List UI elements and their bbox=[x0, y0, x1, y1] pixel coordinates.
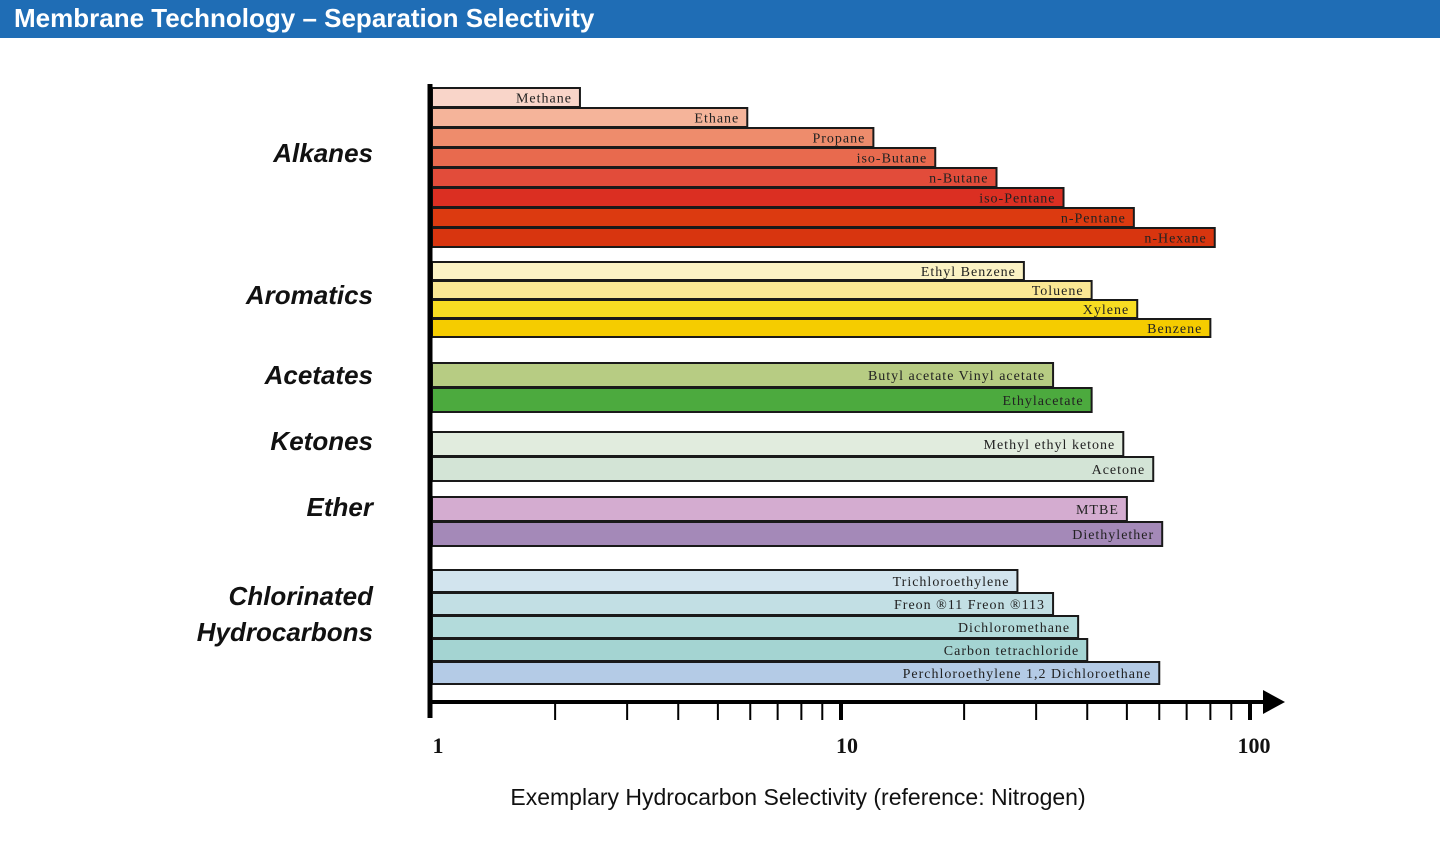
title-bar: Membrane Technology – Separation Selecti… bbox=[0, 0, 1440, 38]
bar-label-methane: Methane bbox=[516, 92, 572, 107]
bar-ethylacetate bbox=[431, 387, 1093, 413]
x-tick-label-1: 1 bbox=[433, 733, 444, 758]
bar-label-iso-butane: iso-Butane bbox=[857, 152, 928, 167]
bar-label-carbon-tetrachloride: Carbon tetrachloride bbox=[944, 644, 1079, 659]
group-label-chlorinated-hydrocarbons-2: Hydrocarbons bbox=[197, 617, 373, 647]
bar-label-n-butane: n-Butane bbox=[929, 172, 988, 187]
bar-label-diethylether: Diethylether bbox=[1072, 528, 1154, 543]
bar-benzene bbox=[431, 318, 1212, 338]
group-label-acetates: Acetates bbox=[264, 360, 373, 390]
group-label-ether: Ether bbox=[307, 492, 375, 522]
page-title: Membrane Technology – Separation Selecti… bbox=[14, 3, 595, 33]
bar-label-iso-pentane: iso-Pentane bbox=[979, 192, 1055, 207]
bar-label-butyl-acetate-vinyl-acetate: Butyl acetate Vinyl acetate bbox=[868, 369, 1045, 384]
bar-label-ethyl-benzene: Ethyl Benzene bbox=[921, 265, 1016, 280]
x-axis-title: Exemplary Hydrocarbon Selectivity (refer… bbox=[510, 784, 1085, 810]
bar-label-freon-11-freon-113: Freon ®11 Freon ®113 bbox=[894, 598, 1045, 613]
bar-iso-pentane bbox=[431, 187, 1065, 208]
x-tick-label-10: 10 bbox=[836, 733, 858, 758]
group-label-alkanes: Alkanes bbox=[272, 138, 373, 168]
bar-label-propane: Propane bbox=[812, 132, 865, 147]
bar-label-mtbe: MTBE bbox=[1076, 503, 1119, 518]
bar-acetone bbox=[431, 456, 1155, 482]
x-axis-arrow bbox=[1263, 690, 1285, 714]
x-tick-label-100: 100 bbox=[1238, 733, 1271, 758]
bar-label-methyl-ethyl-ketone: Methyl ethyl ketone bbox=[984, 438, 1116, 453]
bar-n-pentane bbox=[431, 207, 1135, 228]
group-label-ketones: Ketones bbox=[270, 426, 373, 456]
bar-diethylether bbox=[431, 521, 1164, 547]
bar-n-butane bbox=[431, 167, 998, 188]
bar-label-n-pentane: n-Pentane bbox=[1061, 212, 1126, 227]
bar-label-ethylacetate: Ethylacetate bbox=[1002, 394, 1083, 409]
bar-xylene bbox=[431, 299, 1139, 319]
bar-label-trichloroethylene: Trichloroethylene bbox=[893, 575, 1010, 590]
bar-propane bbox=[431, 127, 875, 148]
group-label-chlorinated-hydrocarbons-1: Chlorinated bbox=[229, 581, 375, 611]
bar-label-acetone: Acetone bbox=[1092, 463, 1146, 478]
bar-toluene bbox=[431, 280, 1093, 300]
bar-label-n-hexane: n-Hexane bbox=[1144, 232, 1206, 247]
bar-label-toluene: Toluene bbox=[1032, 284, 1084, 299]
bar-n-hexane bbox=[431, 227, 1216, 248]
bar-label-benzene: Benzene bbox=[1147, 322, 1202, 337]
bar-label-ethane: Ethane bbox=[694, 112, 739, 127]
bar-label-dichloromethane: Dichloromethane bbox=[958, 621, 1070, 636]
bar-methyl-ethyl-ketone bbox=[431, 431, 1125, 457]
bar-label-xylene: Xylene bbox=[1083, 303, 1129, 318]
bar-butyl-acetate-vinyl-acetate bbox=[431, 362, 1055, 388]
bar-label-perchloroethylene-1-2-dichloroethane: Perchloroethylene 1,2 Dichloroethane bbox=[903, 667, 1152, 682]
group-label-aromatics: Aromatics bbox=[245, 280, 373, 310]
bar-mtbe bbox=[431, 496, 1128, 522]
